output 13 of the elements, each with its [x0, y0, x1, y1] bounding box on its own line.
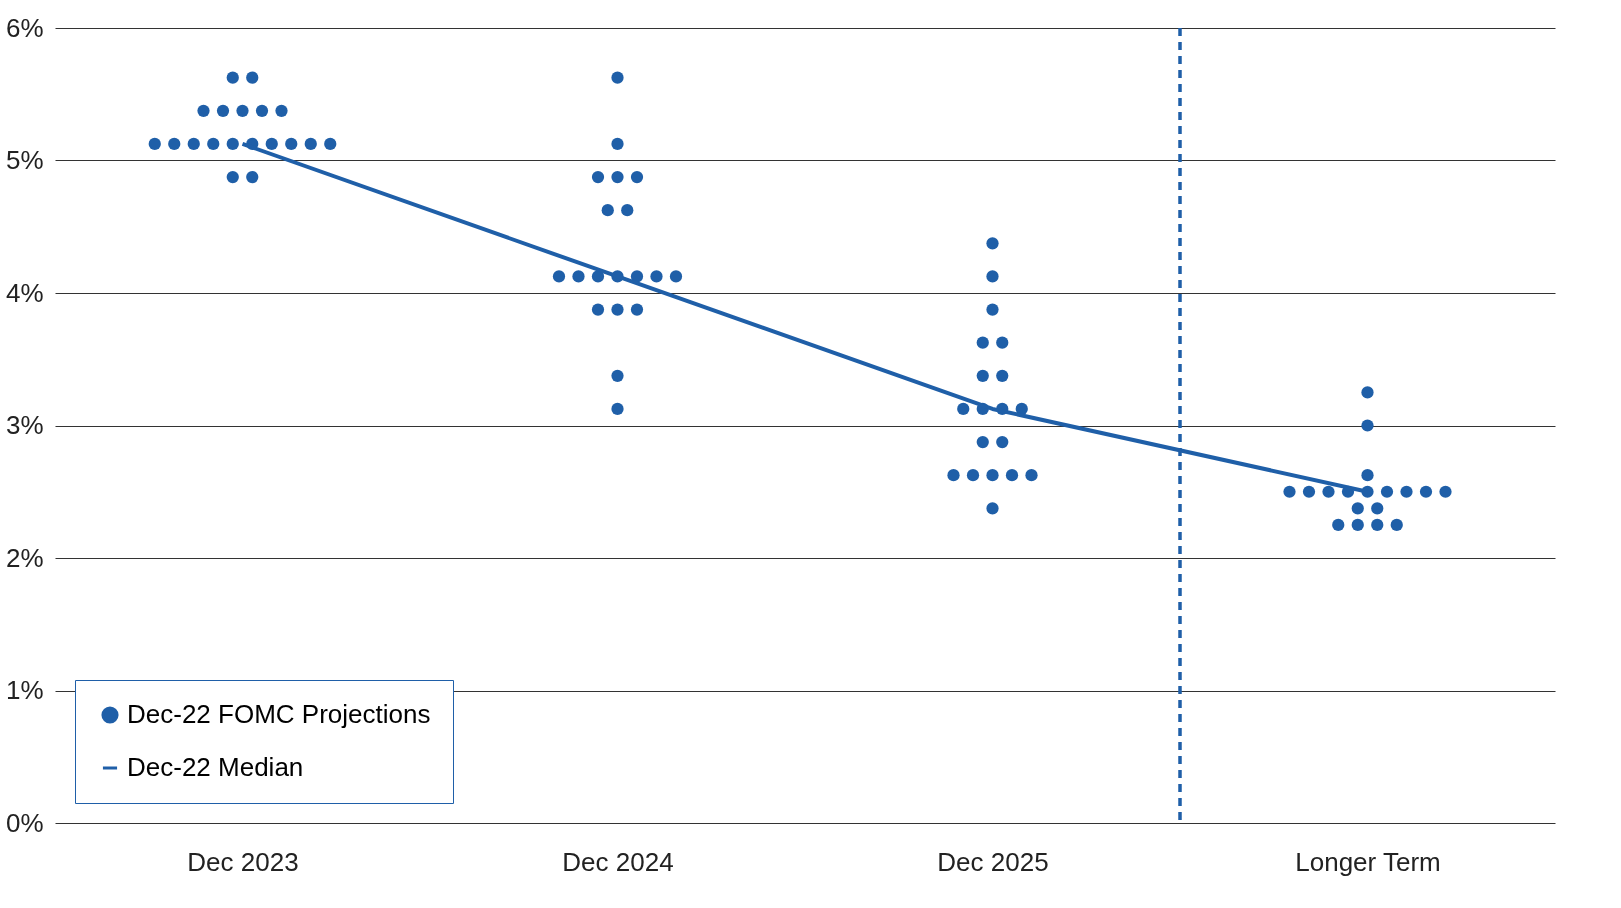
- y-tick-label: 6%: [5, 12, 44, 43]
- x-tick-label: Dec 2024: [562, 846, 674, 877]
- legend-label: Dec-22 FOMC Projections: [127, 699, 431, 729]
- x-tick-label: Dec 2023: [187, 846, 299, 877]
- x-tick-label: Longer Term: [1295, 846, 1441, 877]
- y-tick-label: 0%: [5, 807, 44, 838]
- y-tick-label: 3%: [5, 410, 44, 440]
- legend-label: Dec-22 Median: [127, 752, 304, 782]
- y-tick-label: 4%: [5, 277, 44, 308]
- x-tick-label: Dec 2025: [937, 846, 1049, 877]
- y-tick-label: 5%: [5, 145, 44, 175]
- y-tick-label: 1%: [5, 675, 44, 705]
- y-tick-label: 2%: [5, 542, 44, 573]
